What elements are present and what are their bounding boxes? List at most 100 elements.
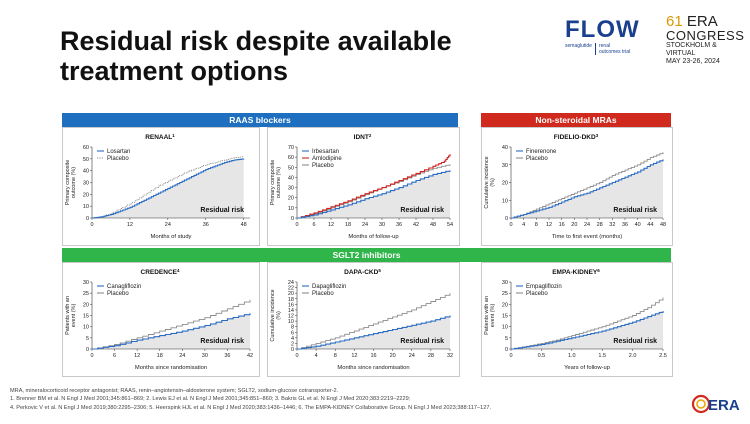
residual-risk-label: Residual risk [200,207,244,214]
x-axis-label: Years of follow-up [564,365,610,371]
x-tick-label: 24 [584,222,590,228]
residual-risk-label: Residual risk [400,338,444,345]
y-tick-label: 0 [291,216,294,222]
y-tick-label: 0 [86,347,89,353]
flow-logo-sub-b1: renal [598,43,611,49]
flow-logo-word: FLOW [565,16,640,43]
chart-empa-kidney: EMPA-KIDNEY6 0 5 10 15 20 25 30 0 0.5 1.0 1.5 2.0 2.5… [484,268,667,371]
x-axis-label: Months since randomisation [337,365,409,371]
residual-risk-area [297,315,450,349]
x-tick-label: 48 [430,222,436,228]
y-axis-label: Primary compositeoutcome (%) [65,160,77,206]
y-tick-label: 40 [502,145,508,151]
residual-risk-label: Residual risk [400,207,444,214]
x-tick-label: 30 [379,222,385,228]
x-tick-label: 42 [413,222,419,228]
y-tick-label: 0 [86,216,89,222]
y-axis-label-line: Cumulative incidence [484,156,490,208]
era-logo-text: ERA [708,397,740,414]
slide-title: Residual risk despite available treatmen… [60,26,560,86]
x-tick-label: 18 [345,222,351,228]
y-tick-label: 8 [291,325,294,331]
y-tick-label: 0 [505,347,508,353]
x-axis-label: Months since randomisation [135,365,207,371]
era-logo-number: 61 [666,13,683,30]
y-tick-label: 50 [83,157,89,163]
y-tick-label: 15 [83,314,89,320]
footer-references: MRA, mineralocorticoid receptor antagoni… [10,387,670,412]
y-tick-label: 15 [502,314,508,320]
y-tick-label: 22 [288,286,294,292]
banner-nonsteroidal-mras: Non-steroidal MRAs [481,113,671,127]
x-tick-label: 40 [635,222,641,228]
chart-title: RENAAL1 [145,133,175,141]
y-tick-label: 24 [288,280,294,286]
y-tick-label: 30 [502,280,508,286]
chart-title: DAPA-CKD5 [344,268,381,276]
y-tick-label: 14 [288,308,294,314]
footer-references-line1: 1. Brenner BM et al. N Engl J Med 2001;3… [10,396,411,403]
y-tick-label: 10 [288,319,294,325]
era-logo-ring [691,394,711,414]
y-tick-label: 0 [291,347,294,353]
y-tick-label: 10 [288,206,294,212]
x-tick-label: 24 [409,353,415,359]
x-tick-label: 0 [90,222,93,228]
residual-risk-area [511,159,663,218]
x-tick-label: 6 [113,353,116,359]
residual-risk-area [511,311,663,349]
flow-logo-subtitle: semaglutide renal outcomes trial [565,43,655,55]
x-tick-label: 0 [90,353,93,359]
y-tick-label: 0 [505,216,508,222]
residual-risk-label: Residual risk [613,207,657,214]
y-tick-label: 10 [502,198,508,204]
y-axis-label-line: Primary composite [270,160,276,206]
y-tick-label: 50 [288,165,294,171]
y-tick-label: 20 [502,181,508,187]
legend-label: Placebo [107,156,129,162]
y-tick-label: 70 [288,145,294,151]
series-line-amlodipine [297,154,451,219]
flow-logo-sub-b2: outcomes trial [598,49,631,55]
x-tick-label: 32 [609,222,615,228]
y-tick-label: 20 [83,302,89,308]
series-line-irbesartan [297,170,451,219]
x-tick-label: 12 [546,222,552,228]
x-tick-label: 6 [312,222,315,228]
series-line-placebo [92,156,245,219]
legend-label: Placebo [107,291,129,297]
x-axis-label: Time to first event (months) [552,234,622,240]
chart-title-ref: 5 [378,268,381,273]
y-axis-label: Cumulative incidence(%) [270,289,282,341]
x-tick-label: 1.0 [568,353,576,359]
y-tick-label: 20 [502,302,508,308]
x-axis-label: Months of follow-up [348,234,398,240]
series-line-placebo [511,152,664,219]
x-tick-label: 8 [334,353,337,359]
x-axis-label: Months of study [151,234,192,240]
x-tick-label: 24 [362,222,368,228]
chart-title-ref: 3 [596,133,599,138]
x-tick-label: 30 [202,353,208,359]
x-tick-label: 2.0 [629,353,637,359]
x-tick-label: 4 [522,222,525,228]
banner-sglt2-inhibitors: SGLT2 inhibitors [62,248,671,262]
chart-credence: CREDENCE4 0 5 10 15 20 25 30 0 6 12 18 24 30 36 42 Month… [65,268,253,371]
legend-label: Canagliflozin [107,284,141,290]
series-line-empagliflozin [511,311,664,350]
y-tick-label: 20 [288,291,294,297]
chart-title: CREDENCE4 [141,268,180,276]
legend-label: Finerenone [526,149,557,155]
chart-renaal: RENAAL1 0 10 20 30 40 50 60 0 12 24 36 48 Months of s… [65,133,250,240]
y-tick-label: 5 [505,336,508,342]
panel-frame-dapackd [267,262,460,377]
chart-title-ref: 4 [177,268,180,273]
x-tick-label: 4 [315,353,318,359]
flow-logo-sub-b: renal outcomes trial [599,43,630,55]
legend-label: Placebo [526,291,548,297]
y-axis-label: Primary compositeoutcome (%) [270,160,282,206]
era-logo-line1: 61 ERA [666,14,746,29]
y-tick-label: 60 [288,155,294,161]
